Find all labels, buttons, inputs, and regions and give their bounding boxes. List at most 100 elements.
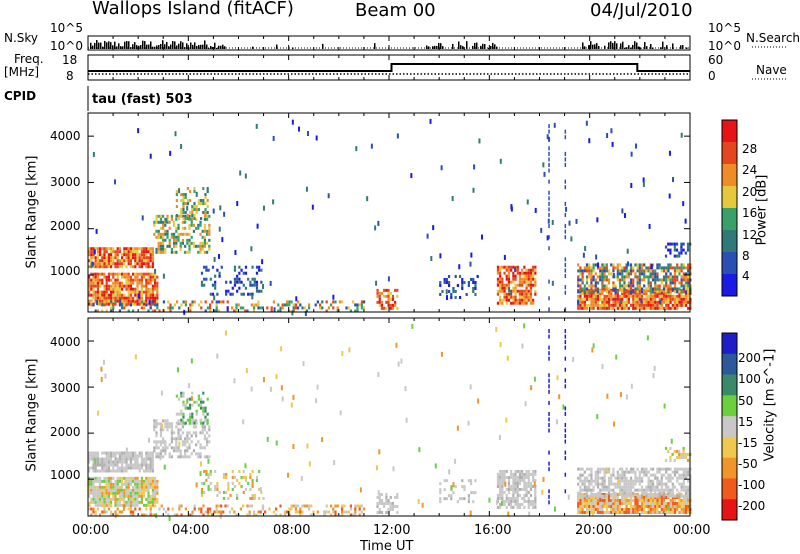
heatmap-cell <box>530 385 533 391</box>
heatmap-cell <box>678 281 681 285</box>
heatmap-cell <box>461 280 464 284</box>
heatmap-cell <box>378 303 381 307</box>
heatmap-cell <box>216 493 219 497</box>
heatmap-cell <box>599 266 602 270</box>
heatmap-cell <box>105 262 108 266</box>
heatmap-cell <box>190 358 193 364</box>
heatmap-cell <box>590 269 593 273</box>
heatmap-cell <box>363 507 366 511</box>
heatmap-cell <box>532 472 535 476</box>
heatmap-cell <box>116 497 119 501</box>
heatmap-cell <box>173 238 176 242</box>
heatmap-cell <box>94 290 97 294</box>
heatmap-cell <box>107 476 110 480</box>
heatmap-cell <box>505 292 508 296</box>
heatmap-cell <box>129 259 132 263</box>
heatmap-cell <box>669 278 672 282</box>
heatmap-cell <box>596 485 600 489</box>
heatmap-cell <box>603 297 606 301</box>
heatmap-cell <box>352 513 355 517</box>
heatmap-cell <box>103 491 106 495</box>
heatmap-cell <box>94 497 97 501</box>
heatmap-cell <box>136 262 139 266</box>
heatmap-cell <box>450 485 453 491</box>
heatmap-cell <box>308 507 311 511</box>
power-colorbar-frame <box>721 119 738 297</box>
heatmap-cell <box>590 300 593 304</box>
heatmap-cell <box>680 452 683 456</box>
heatmap-cell <box>203 238 207 242</box>
heatmap-cell <box>649 473 652 477</box>
heatmap-cell <box>687 501 690 505</box>
heatmap-cell <box>255 280 259 284</box>
heatmap-cell <box>188 415 192 419</box>
heatmap-cell <box>680 455 683 459</box>
heatmap-cell <box>512 484 515 488</box>
heatmap-cell <box>603 470 606 474</box>
heatmap-cell <box>454 295 457 299</box>
heatmap-cell <box>279 307 282 313</box>
heatmap-cell <box>516 493 519 497</box>
heatmap-cell <box>253 496 256 500</box>
heatmap-cell <box>349 504 352 508</box>
time-tick-1200: 12:00 <box>373 523 411 538</box>
heatmap-cell <box>96 278 99 282</box>
heatmap-cell <box>651 290 655 294</box>
heatmap-cell <box>660 306 663 310</box>
heatmap-cell <box>127 284 130 288</box>
heatmap-cell <box>671 485 674 489</box>
heatmap-cell <box>218 274 221 278</box>
heatmap-cell <box>647 300 650 304</box>
heatmap-cell <box>186 434 189 438</box>
heatmap-cell <box>632 284 635 288</box>
heatmap-cell <box>103 463 106 467</box>
heatmap-cell <box>136 463 139 467</box>
heatmap-cell <box>454 289 457 293</box>
heatmap-cell <box>184 303 187 307</box>
heatmap-cell <box>499 502 502 506</box>
heatmap-cell <box>610 488 613 492</box>
heatmap-cell <box>166 232 169 236</box>
heatmap-cell <box>577 284 580 288</box>
heatmap-cell <box>638 306 641 310</box>
heatmap-cell <box>385 300 388 304</box>
heatmap-cell <box>378 492 381 496</box>
heatmap-cell <box>136 259 139 263</box>
nsky-bar <box>608 42 610 49</box>
heatmap-cell <box>564 329 567 334</box>
heatmap-cell <box>605 287 608 291</box>
heatmap-cell <box>248 513 251 517</box>
heatmap-cell <box>612 470 615 474</box>
heatmap-cell <box>488 497 491 503</box>
heatmap-cell <box>200 510 203 514</box>
heatmap-cell <box>579 488 582 492</box>
heatmap-cell <box>514 484 517 488</box>
heatmap-cell <box>626 248 629 254</box>
heatmap-cell <box>508 286 511 292</box>
heatmap-cell <box>114 293 117 297</box>
heatmap-cell <box>179 434 182 438</box>
heatmap-cell <box>118 272 121 276</box>
heatmap-cell <box>385 501 388 505</box>
heatmap-cell <box>499 274 502 278</box>
heatmap-cell <box>518 274 522 278</box>
heatmap-cell <box>525 286 528 290</box>
heatmap-cell <box>585 275 589 279</box>
heatmap-cell <box>180 391 183 395</box>
heatmap-cell <box>548 489 550 494</box>
heatmap-cell <box>138 507 141 511</box>
heatmap-cell <box>523 277 526 281</box>
heatmap-cell <box>154 485 157 489</box>
heatmap-cell <box>588 275 591 279</box>
heatmap-cell <box>177 397 181 401</box>
heatmap-cell <box>621 294 624 298</box>
heatmap-cell <box>618 473 622 477</box>
heatmap-cell <box>521 475 524 479</box>
heatmap-cell <box>581 498 584 502</box>
heatmap-cell <box>521 478 524 482</box>
heatmap-cell <box>202 513 205 517</box>
heatmap-cell <box>374 225 377 231</box>
heatmap-cell <box>127 299 130 303</box>
heatmap-cell <box>638 278 641 282</box>
heatmap-cell <box>190 223 193 227</box>
